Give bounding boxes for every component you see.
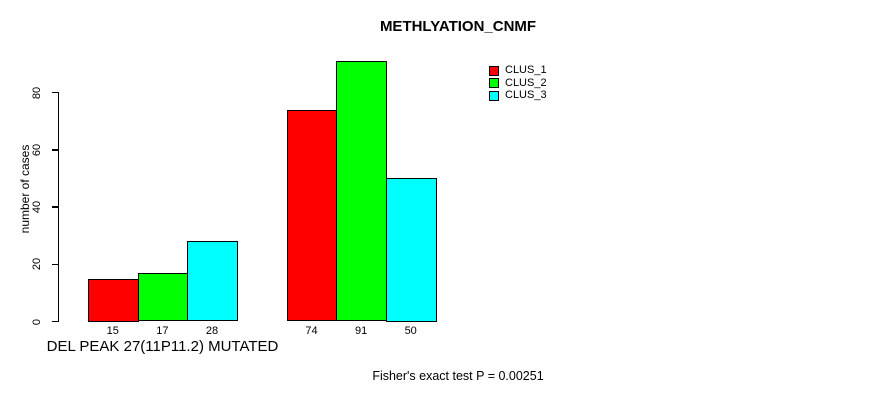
y-tick-80 bbox=[51, 91, 59, 94]
bar-clus_2-group-1 bbox=[137, 272, 189, 322]
legend-entry-clus_3: CLUS_3 bbox=[489, 90, 547, 103]
bar-clus_1-group-1 bbox=[88, 278, 140, 322]
legend-entry-clus_1: CLUS_1 bbox=[489, 65, 547, 78]
bar-clus_1-group-2 bbox=[286, 109, 338, 322]
y-tick-label-0: 0 bbox=[31, 318, 43, 325]
bar-value-label-clus_2-group-1: 17 bbox=[156, 325, 169, 337]
y-tick-60 bbox=[51, 149, 59, 151]
footnote: Fisher's exact test P = 0.00251 bbox=[372, 369, 544, 383]
legend-label-clus_3: CLUS_3 bbox=[505, 89, 547, 102]
y-tick-label-20: 20 bbox=[31, 258, 43, 271]
x-axis-label: DEL PEAK 27(11P11.2) MUTATED bbox=[46, 338, 279, 355]
bar-clus_3-group-2 bbox=[385, 178, 437, 322]
bar-clus_2-group-2 bbox=[336, 61, 388, 322]
y-axis-label: number of cases bbox=[18, 144, 32, 234]
legend: CLUS_1 CLUS_2 CLUS_3 bbox=[489, 65, 547, 103]
legend-entry-clus_2: CLUS_2 bbox=[489, 77, 547, 90]
y-tick-40 bbox=[51, 206, 59, 208]
legend-label-clus_2: CLUS_2 bbox=[505, 76, 547, 89]
bar-value-label-clus_1-group-2: 74 bbox=[305, 325, 318, 337]
bar-value-label-clus_1-group-1: 15 bbox=[106, 325, 119, 337]
bar-value-label-clus_2-group-2: 91 bbox=[354, 325, 368, 337]
legend-swatch-clus_2 bbox=[489, 78, 499, 89]
y-tick-label-40: 40 bbox=[31, 200, 43, 214]
legend-swatch-clus_1 bbox=[489, 65, 499, 76]
bar-clus_3-group-1 bbox=[187, 241, 239, 322]
y-tick-label-80: 80 bbox=[31, 86, 43, 99]
bar-value-label-clus_3-group-2: 50 bbox=[404, 325, 417, 337]
legend-label-clus_1: CLUS_1 bbox=[505, 64, 547, 77]
chart-title: METHLYATION_CNMF bbox=[379, 17, 537, 35]
y-tick-0 bbox=[51, 320, 59, 323]
legend-swatch-clus_3 bbox=[489, 90, 499, 101]
y-tick-20 bbox=[51, 263, 59, 265]
y-tick-label-60: 60 bbox=[31, 143, 43, 156]
bar-value-label-clus_3-group-1: 28 bbox=[205, 325, 219, 337]
